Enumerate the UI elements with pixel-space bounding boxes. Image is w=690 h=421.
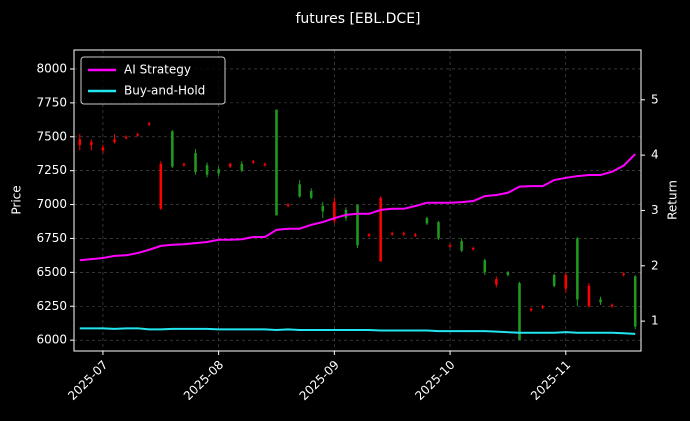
- candle-body: [599, 299, 602, 303]
- candle-body: [518, 283, 521, 341]
- y2-tick-label: 2: [651, 258, 659, 272]
- candle-body: [448, 245, 452, 247]
- legend-label: Buy-and-Hold: [124, 84, 205, 98]
- candle-body: [367, 234, 371, 236]
- candle-body: [194, 153, 197, 173]
- candle-body: [483, 260, 487, 273]
- candle-body: [541, 306, 544, 308]
- candle-body: [101, 147, 105, 151]
- candle-body: [228, 163, 232, 167]
- y-tick-label: 8000: [36, 61, 67, 75]
- y-tick-label: 6750: [36, 231, 67, 245]
- candle-body: [529, 308, 533, 311]
- candle-body: [610, 304, 614, 307]
- candle-body: [124, 136, 128, 139]
- candle-body: [113, 139, 116, 143]
- candle-body: [159, 163, 163, 209]
- candle-body: [471, 247, 475, 250]
- legend-box: [80, 56, 226, 105]
- candle-body: [275, 109, 278, 216]
- candle-body: [182, 163, 186, 166]
- candle-body: [263, 163, 267, 166]
- candle-body: [356, 204, 359, 246]
- candle-body: [622, 273, 625, 276]
- candle-body: [136, 134, 139, 136]
- candle-body: [564, 275, 568, 289]
- candle-body: [333, 201, 336, 221]
- candle-body: [587, 285, 591, 307]
- candle-body: [147, 123, 151, 125]
- y-tick-label: 7500: [36, 129, 67, 143]
- y2-tick-label: 4: [651, 148, 659, 162]
- candle-body: [171, 131, 174, 167]
- y2-axis-label: Return: [666, 180, 680, 220]
- y2-tick-label: 3: [651, 203, 659, 217]
- candle-body: [633, 276, 637, 327]
- y-tick-label: 6500: [36, 265, 67, 279]
- candle-body: [309, 191, 313, 198]
- line-series: [79, 327, 636, 335]
- candle-body: [552, 275, 556, 286]
- candle-body: [217, 169, 220, 174]
- y-tick-label: 7000: [36, 197, 67, 211]
- y2-tick-label: 1: [651, 314, 659, 328]
- candle-body: [425, 218, 429, 224]
- y-tick-label: 7250: [36, 163, 67, 177]
- legend-label: AI Strategy: [124, 63, 191, 77]
- candle-body: [90, 142, 93, 145]
- candle-body: [506, 272, 510, 276]
- candle-body: [379, 197, 382, 262]
- candle-body: [286, 204, 290, 206]
- y-tick-label: 7750: [36, 95, 67, 109]
- chart-title: futures [EBL.DCE]: [296, 11, 421, 27]
- candle-body: [414, 234, 417, 236]
- y-tick-label: 6000: [36, 333, 67, 347]
- candle-body: [437, 222, 440, 239]
- line-series: [79, 153, 636, 262]
- y-tick-label: 6250: [36, 299, 67, 313]
- candle-body: [298, 184, 301, 197]
- candle-body: [78, 139, 82, 145]
- candle-body: [390, 233, 394, 235]
- candle-body: [252, 161, 255, 163]
- candle-body: [495, 279, 498, 285]
- candle-body: [205, 165, 209, 175]
- plot-frame: [73, 49, 642, 352]
- candle-body: [240, 163, 244, 171]
- candle-body: [402, 233, 406, 235]
- candle-body: [576, 238, 579, 300]
- candle-body: [321, 205, 325, 212]
- candle-body: [460, 241, 463, 251]
- y-axis-label: Price: [10, 185, 24, 214]
- y2-tick-label: 5: [651, 92, 659, 106]
